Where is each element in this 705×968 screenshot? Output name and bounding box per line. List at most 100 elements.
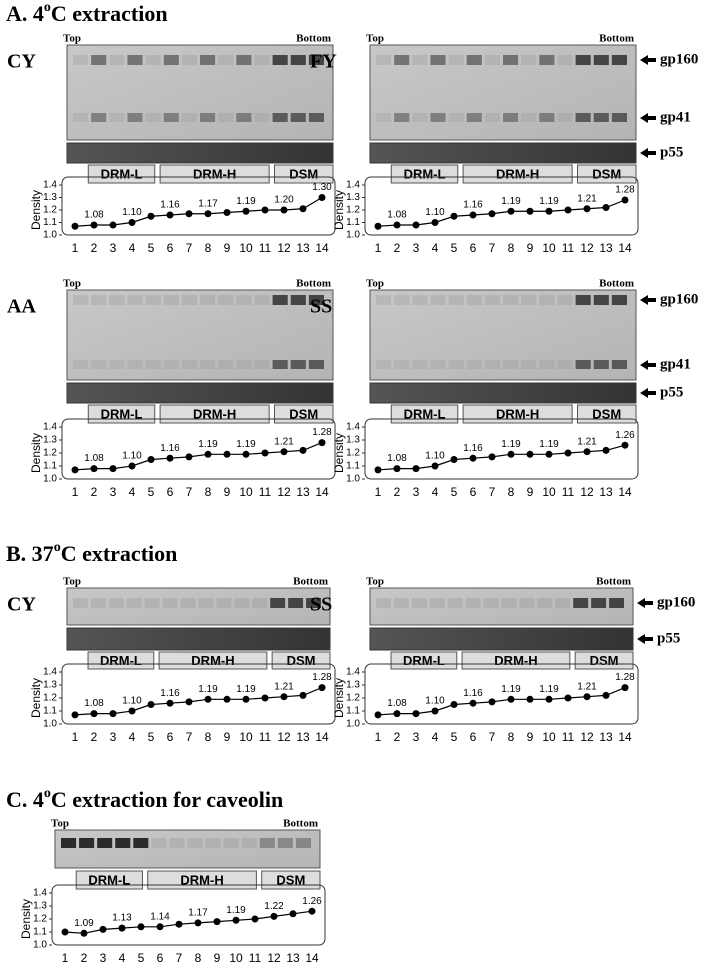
gel-name: FY	[310, 51, 337, 73]
x-tick-label: 9	[527, 730, 534, 744]
gel-top-label: Top	[51, 818, 69, 830]
gel-band	[484, 113, 500, 122]
x-tick-label: 3	[413, 730, 420, 744]
gel-band	[593, 295, 609, 305]
density-point	[90, 221, 98, 229]
x-tick-label: 14	[315, 730, 329, 744]
gel-band	[145, 113, 161, 122]
gel-band	[575, 55, 591, 65]
marker-arrow	[640, 295, 656, 305]
fraction-label: DRM-L	[101, 166, 143, 181]
gel-band	[376, 295, 392, 305]
value-label: 1.16	[463, 688, 483, 699]
density-point	[318, 684, 326, 692]
gel-band	[575, 360, 591, 369]
y-tick-label: 1.4	[43, 180, 57, 191]
x-tick-label: 9	[527, 241, 534, 255]
x-tick-label: 7	[489, 485, 496, 499]
x-tick-label: 6	[470, 485, 477, 499]
gel-band	[254, 113, 270, 122]
gel-band	[537, 598, 553, 608]
y-axis-label: Density	[19, 899, 33, 939]
gel-band	[539, 113, 555, 122]
gel-band	[393, 598, 409, 608]
density-point	[545, 450, 553, 458]
gel-band	[109, 295, 125, 305]
marker-arrow	[637, 598, 653, 608]
gel-band	[241, 838, 257, 848]
x-tick-label: 6	[157, 951, 164, 965]
x-tick-label: 3	[110, 241, 117, 255]
title-sup: o	[44, 0, 51, 15]
y-tick-label: 1.4	[346, 180, 360, 191]
y-tick-label: 1.3	[43, 680, 57, 691]
density-point	[270, 912, 278, 920]
gel-band	[557, 113, 573, 122]
y-tick-label: 1.4	[346, 667, 360, 678]
value-label: 1.08	[84, 698, 104, 709]
gel-band	[290, 360, 306, 369]
gel-band	[223, 838, 239, 848]
value-label: 1.21	[577, 681, 597, 692]
x-tick-label: 12	[580, 485, 594, 499]
fraction-box	[273, 164, 334, 184]
gel-band	[521, 295, 537, 305]
gel-band	[198, 598, 214, 608]
density-point	[488, 453, 496, 461]
x-tick-label: 1	[375, 241, 382, 255]
x-tick-label: 4	[119, 951, 126, 965]
x-tick-label: 3	[100, 951, 107, 965]
gel-band	[91, 295, 107, 305]
density-point	[564, 206, 572, 214]
gel-band	[277, 838, 293, 848]
gel-band	[430, 55, 446, 65]
gel-band	[430, 360, 446, 369]
fraction-box	[87, 651, 155, 670]
x-tick-label: 3	[413, 485, 420, 499]
gel-band	[151, 838, 167, 848]
gel-band	[252, 598, 268, 608]
title-part: C extraction	[61, 541, 178, 566]
y-tick-label: 1.2	[43, 205, 57, 216]
density-point	[147, 456, 155, 463]
gel-band	[236, 295, 252, 305]
y-tick-label: 1.3	[33, 901, 47, 912]
value-label: 1.16	[463, 200, 483, 211]
marker-label: p55	[657, 630, 680, 646]
fraction-label: DRM-H	[180, 872, 223, 887]
gel-band	[447, 598, 463, 608]
value-label: 1.28	[615, 185, 635, 196]
gel-band	[611, 295, 627, 305]
fraction-box	[574, 651, 634, 670]
density-point	[61, 928, 69, 936]
y-axis-label: Density	[29, 190, 43, 230]
density-point	[507, 450, 515, 458]
value-label: 1.19	[226, 905, 246, 916]
x-tick-label: 9	[224, 241, 231, 255]
value-label: 1.19	[501, 196, 521, 207]
x-tick-label: 14	[618, 485, 632, 499]
marker-arrow	[640, 113, 656, 123]
gel-band	[484, 55, 500, 65]
gel-name: AA	[7, 296, 36, 318]
gel-band	[200, 113, 216, 122]
gel-band	[412, 295, 428, 305]
gel-band	[411, 598, 427, 608]
density-point	[450, 212, 458, 220]
x-tick-label: 10	[239, 241, 253, 255]
gel-band	[429, 598, 445, 608]
gel-band	[254, 360, 270, 369]
y-tick-label: 1.3	[346, 192, 360, 203]
fraction-label: DRM-H	[496, 166, 539, 181]
gel-band	[575, 295, 591, 305]
value-label: 1.19	[539, 439, 559, 450]
value-label: 1.13	[112, 913, 132, 924]
y-tick-label: 1.1	[346, 461, 360, 472]
x-tick-label: 4	[432, 730, 439, 744]
marker-arrow	[637, 634, 653, 644]
gel-band	[97, 838, 113, 848]
value-label: 1.08	[387, 698, 407, 709]
gel-band	[539, 295, 555, 305]
density-point	[289, 910, 297, 918]
marker-arrow	[640, 148, 656, 158]
